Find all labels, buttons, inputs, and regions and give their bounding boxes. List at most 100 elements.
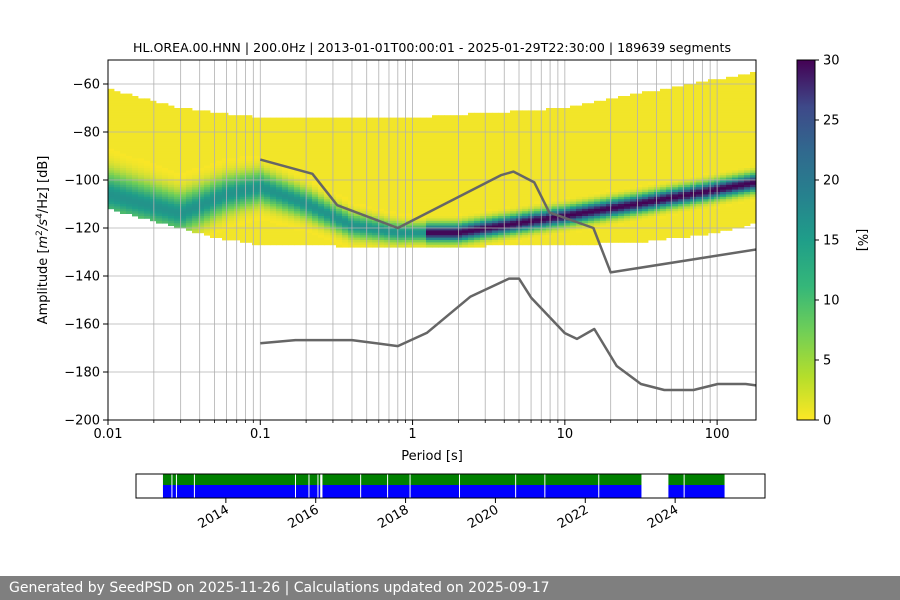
density-cell	[654, 160, 661, 164]
density-cell	[414, 122, 421, 126]
density-cell	[228, 163, 235, 166]
density-cell	[498, 132, 505, 135]
density-cell	[270, 216, 277, 219]
density-cell	[612, 163, 619, 166]
density-cell	[300, 148, 307, 152]
density-cell	[630, 225, 637, 229]
density-cell	[306, 139, 313, 142]
density-cell	[204, 170, 211, 174]
density-cell	[654, 122, 661, 126]
density-cell	[450, 194, 457, 198]
density-cell	[318, 141, 325, 145]
density-cell	[258, 230, 265, 234]
density-cell	[120, 170, 127, 174]
density-cell	[108, 112, 115, 116]
density-cell	[384, 230, 391, 234]
density-cell	[522, 240, 529, 243]
density-cell	[222, 204, 229, 207]
density-cell	[498, 139, 505, 142]
density-cell	[246, 184, 253, 188]
density-cell	[360, 199, 367, 202]
density-cell	[300, 240, 307, 243]
density-cell	[462, 196, 469, 200]
density-cell	[564, 206, 571, 210]
density-cell	[600, 134, 607, 138]
density-cell	[258, 192, 265, 195]
density-cell	[210, 206, 217, 210]
density-cell	[348, 230, 355, 234]
density-cell	[168, 139, 175, 142]
density-cell	[336, 117, 343, 121]
density-cell	[486, 220, 493, 224]
density-cell	[594, 163, 601, 166]
density-cell	[600, 108, 607, 111]
density-cell	[438, 235, 445, 238]
density-cell	[138, 148, 145, 152]
density-cell	[360, 122, 367, 126]
density-cell	[588, 168, 595, 171]
density-cell	[264, 189, 271, 193]
density-cell	[630, 201, 637, 205]
density-cell	[630, 127, 637, 130]
density-cell	[210, 211, 217, 214]
density-cell	[558, 168, 565, 171]
density-cell	[486, 201, 493, 205]
density-cell	[588, 187, 595, 190]
density-cell	[600, 112, 607, 116]
density-cell	[198, 225, 205, 229]
density-cell	[552, 175, 559, 178]
density-cell	[174, 204, 181, 207]
density-cell	[120, 98, 127, 102]
density-cell	[144, 163, 151, 166]
density-cell	[408, 151, 415, 154]
density-cell	[348, 225, 355, 229]
density-cell	[258, 172, 265, 176]
density-cell	[342, 199, 349, 202]
density-cell	[606, 211, 613, 214]
density-cell	[234, 218, 241, 222]
density-cell	[612, 158, 619, 162]
density-cell	[582, 120, 589, 123]
density-cell	[150, 216, 157, 219]
density-cell	[540, 228, 547, 231]
density-cell	[222, 160, 229, 164]
density-cell	[618, 146, 625, 150]
density-cell	[234, 199, 241, 202]
density-cell	[648, 184, 655, 188]
density-cell	[534, 220, 541, 224]
density-cell	[348, 170, 355, 174]
density-cell	[378, 244, 385, 248]
density-cell	[612, 189, 619, 193]
density-cell	[618, 199, 625, 202]
density-cell	[618, 177, 625, 181]
density-cell	[294, 211, 301, 214]
density-cell	[498, 129, 505, 133]
density-cell	[420, 148, 427, 152]
density-cell	[246, 194, 253, 198]
density-cell	[120, 108, 127, 111]
density-cell	[642, 136, 649, 140]
density-cell	[198, 211, 205, 214]
density-cell	[558, 172, 565, 176]
density-cell	[492, 232, 499, 236]
density-cell	[198, 158, 205, 162]
density-cell	[570, 148, 577, 152]
density-cell	[498, 206, 505, 210]
density-cell	[252, 199, 259, 202]
density-cell	[228, 153, 235, 157]
density-cell	[348, 168, 355, 171]
density-cell	[318, 242, 325, 246]
density-cell	[618, 235, 625, 238]
density-cell	[336, 199, 343, 202]
density-cell	[252, 127, 259, 130]
density-cell	[312, 208, 319, 212]
density-cell	[120, 117, 127, 121]
density-cell	[534, 194, 541, 198]
density-cell	[120, 110, 127, 114]
density-cell	[312, 144, 319, 147]
density-cell	[546, 175, 553, 178]
density-cell	[540, 213, 547, 217]
density-cell	[120, 115, 127, 118]
density-cell	[198, 134, 205, 138]
